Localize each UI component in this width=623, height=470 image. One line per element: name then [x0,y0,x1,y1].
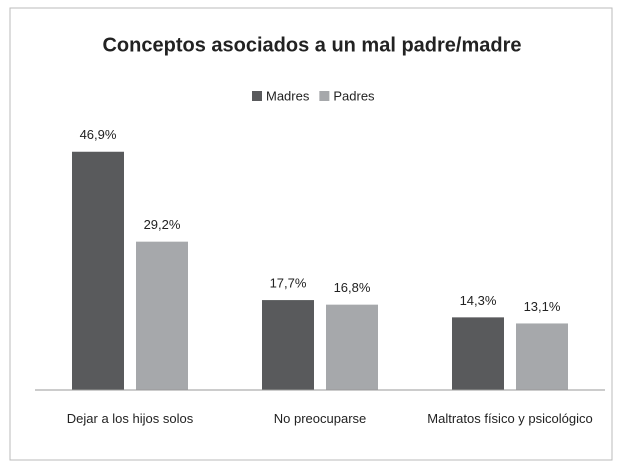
chart-title: Conceptos asociados a un mal padre/madre [102,34,521,56]
x-tick-label: No preocuparse [273,411,367,426]
bar [452,317,504,390]
legend-swatch [319,91,330,101]
bar [136,241,188,390]
legend-label: Madres [266,88,310,103]
chart-border [9,7,613,461]
value-label: 29,2% [144,217,181,232]
legend-label: Padres [333,88,375,103]
value-label: 46,9% [80,127,117,142]
bar [326,304,378,390]
value-label: 17,7% [270,276,307,291]
bar [262,300,314,390]
value-label: 16,8% [334,280,371,295]
legend-swatch [252,91,262,101]
bar [516,323,568,390]
value-label: 14,3% [460,293,497,308]
value-label: 13,1% [524,299,561,314]
x-tick-label: Dejar a los hijos solos [66,411,194,426]
bar [72,151,124,390]
x-tick-label: Maltratos físico y psicológico [427,411,593,426]
